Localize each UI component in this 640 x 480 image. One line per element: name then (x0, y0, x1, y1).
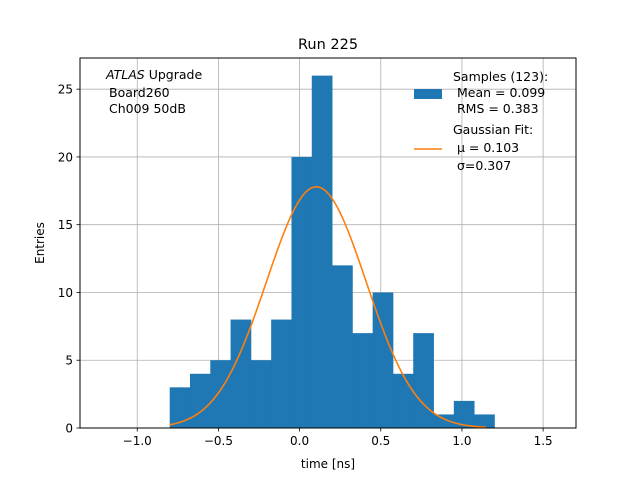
atlas-label: ATLAS (105, 67, 145, 82)
histogram-bar (230, 319, 252, 428)
histogram-bar (392, 373, 414, 428)
y-axis-ticks: 0 5 10 15 20 25 (58, 83, 80, 436)
histogram-bar (433, 414, 455, 428)
histogram-bar (169, 387, 191, 428)
histogram-bar (271, 319, 292, 428)
legend: Samples (123): Mean = 0.099 RMS = 0.383 … (414, 69, 548, 173)
histogram-bar (250, 360, 272, 428)
x-axis-label: time [ns] (301, 457, 355, 471)
x-tick-label: 0.0 (290, 434, 309, 448)
board-label: Board260 (109, 85, 170, 100)
legend-samples-rms: RMS = 0.383 (453, 101, 539, 116)
histogram-bar (210, 360, 231, 428)
legend-samples-swatch (414, 89, 442, 99)
histogram-bars (169, 75, 495, 428)
y-tick-label: 15 (58, 218, 73, 232)
y-tick-label: 10 (58, 286, 73, 300)
legend-fit-title: Gaussian Fit: (453, 122, 533, 137)
x-tick-label: −1.0 (123, 434, 152, 448)
histogram-bar (372, 292, 394, 428)
x-tick-label: −0.5 (204, 434, 233, 448)
histogram-bar (474, 414, 495, 428)
chart-title: Run 225 (298, 37, 358, 53)
legend-fit-mu: μ = 0.103 (453, 140, 519, 155)
histogram-bar (291, 156, 313, 428)
histogram-bar (453, 400, 475, 428)
x-axis-ticks: −1.0 −0.5 0.0 0.5 1.0 1.5 (123, 428, 553, 448)
gaussian-fit-curve (169, 185, 487, 429)
histogram-bar (311, 75, 333, 428)
upgrade-label: Upgrade (145, 67, 203, 82)
y-tick-label: 20 (58, 150, 73, 164)
histogram-bar (413, 333, 434, 428)
x-tick-label: 1.5 (534, 434, 553, 448)
plot-frame (79, 57, 577, 429)
histogram-bar (332, 265, 353, 428)
atlas-annotation: ATLAS Upgrade Board260 Ch009 50dB (105, 67, 202, 116)
y-axis-label: Entries (33, 222, 47, 264)
x-tick-label: 1.0 (452, 434, 471, 448)
histogram-bar (189, 373, 211, 428)
legend-fit-sigma: σ=0.307 (453, 158, 511, 173)
y-tick-label: 0 (65, 422, 73, 436)
y-tick-label: 25 (58, 83, 73, 97)
legend-samples-mean: Mean = 0.099 (453, 85, 545, 100)
y-tick-label: 5 (65, 354, 73, 368)
x-tick-label: 0.5 (371, 434, 390, 448)
legend-samples-title: Samples (123): (453, 69, 548, 84)
gaussian-fit-line (169, 185, 487, 429)
histogram-bar (352, 333, 374, 428)
svg-text:ATLAS Upgrade: ATLAS Upgrade (105, 67, 202, 82)
channel-label: Ch009 50dB (109, 101, 186, 116)
